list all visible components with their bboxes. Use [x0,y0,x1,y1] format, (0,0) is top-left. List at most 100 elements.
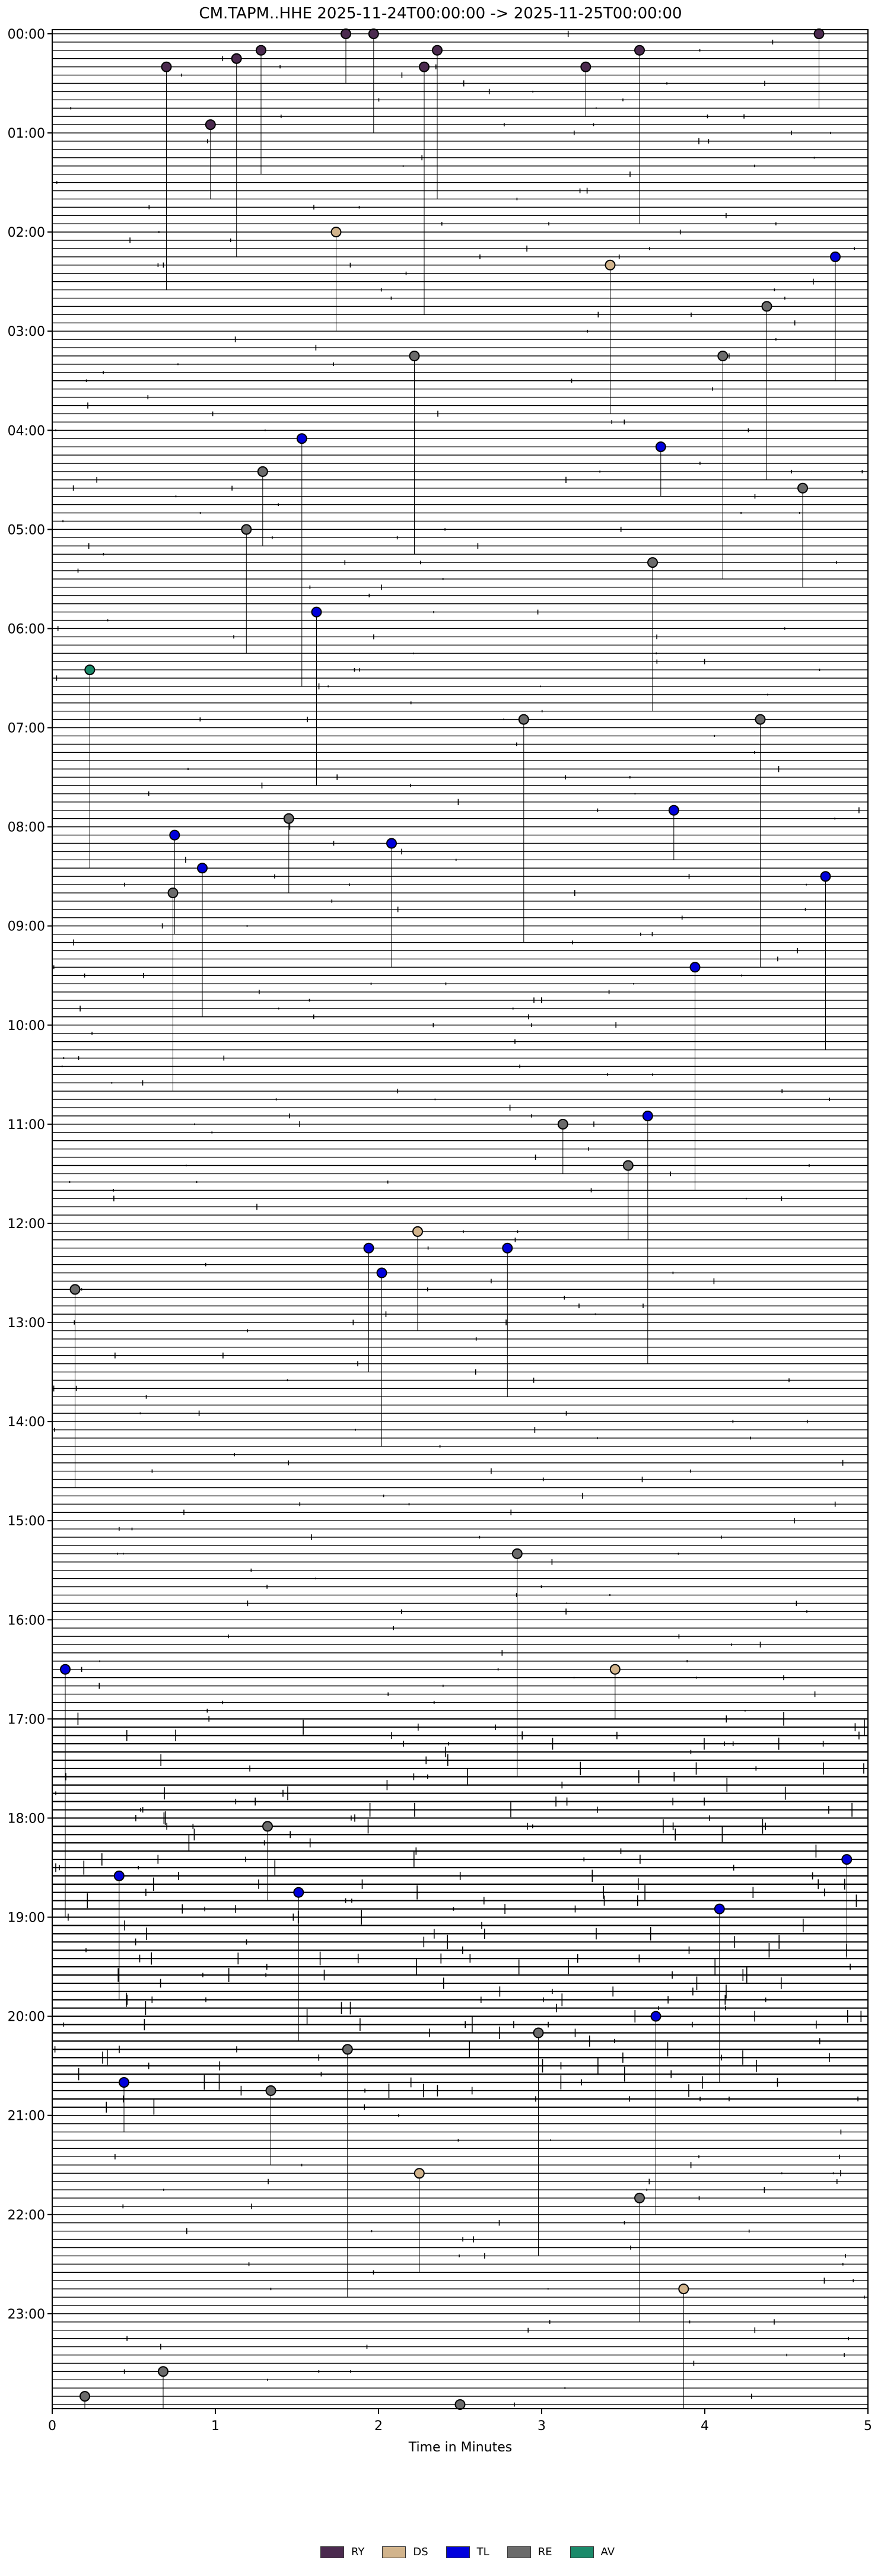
y-tick-label: 13:00 [8,1316,45,1331]
event-marker-re [257,466,268,477]
x-tick-label: 5 [864,2419,872,2434]
event-marker-ry [813,28,825,39]
event-marker-tl [386,838,397,849]
y-tick-label: 00:00 [8,27,45,42]
event-marker-re [342,2044,353,2055]
y-tick-label: 03:00 [8,325,45,339]
legend-swatch [446,2546,470,2558]
event-marker-re [409,351,420,361]
event-markers [60,28,853,2410]
event-marker-ds [609,1664,621,1675]
chart-title: CM.TAPM..HHE 2025-11-24T00:00:00 -> 2025… [199,5,682,23]
legend-swatch [507,2546,531,2558]
y-tick-label: 06:00 [8,622,45,637]
legend-label: AV [600,2546,615,2558]
y-tick-label: 04:00 [8,424,45,438]
event-marker-ry [634,44,645,56]
event-marker-ds [330,227,342,238]
y-tick-label: 12:00 [8,1217,45,1232]
legend-label: TL [476,2546,489,2558]
event-marker-ry [580,61,591,72]
event-marker-tl [689,962,701,973]
event-marker-tl [820,871,831,882]
event-marker-re [167,888,179,898]
event-marker-re [755,714,766,725]
legend-label: RE [537,2546,552,2558]
y-tick-label: 15:00 [8,1514,45,1529]
x-tick-label: 4 [701,2419,709,2434]
y-tick-label: 19:00 [8,1911,45,1926]
event-marker-ry [231,53,242,64]
legend-item-ds: DS [382,2546,428,2558]
x-tick-label: 3 [537,2419,546,2434]
event-marker-tl [502,1242,513,1254]
event-marker-re [518,714,529,725]
legend: RY DS TL RE AV [320,2546,615,2558]
seismic-traces [52,30,868,2407]
y-tick-label: 14:00 [8,1415,45,1430]
event-marker-re [241,524,252,535]
event-marker-ds [414,2168,425,2179]
event-marker-tl [655,441,666,453]
event-marker-tl [830,251,841,262]
y-tick-label: 05:00 [8,523,45,538]
legend-swatch [320,2546,344,2558]
legend-swatch [382,2546,406,2558]
event-marker-re [158,2366,168,2377]
event-marker-re [634,2192,645,2203]
event-marker-ry [161,61,172,72]
legend-swatch [570,2546,594,2558]
y-tick-label: 16:00 [8,1613,45,1628]
y-tick-label: 08:00 [8,820,45,835]
y-tick-label: 01:00 [8,126,45,141]
legend-item-ry: RY [320,2546,364,2558]
event-marker-re [797,482,808,494]
event-marker-ry [432,44,443,56]
x-tick-label: 2 [374,2419,383,2434]
event-marker-ry [368,28,379,39]
y-tick-label: 17:00 [8,1712,45,1727]
y-tick-label: 23:00 [8,2307,45,2322]
event-marker-re [511,1548,523,1559]
event-marker-ds [678,2284,689,2295]
event-marker-re [69,1284,81,1295]
event-marker-tl [714,1903,725,1914]
event-marker-tl [363,1242,374,1254]
event-marker-re [761,301,772,312]
event-marker-ry [341,28,351,39]
event-marker-tl [119,2077,129,2088]
event-marker-re [79,2391,90,2402]
y-tick-label: 22:00 [8,2208,45,2223]
event-marker-tl [650,2011,661,2022]
event-marker-re [262,1821,273,1832]
event-marker-tl [311,606,322,618]
event-marker-tl [376,1267,387,1279]
legend-item-tl: TL [446,2546,489,2558]
event-marker-tl [60,1664,71,1675]
y-tick-label: 18:00 [8,1811,45,1826]
event-marker-re [283,813,294,824]
event-marker-tl [668,804,679,816]
event-marker-ry [256,44,266,56]
legend-item-av: AV [570,2546,615,2558]
y-tick-label: 02:00 [8,225,45,240]
event-marker-re [454,2399,466,2410]
event-marker-ds [605,259,616,271]
legend-label: RY [351,2546,365,2558]
event-marker-tl [169,829,180,841]
event-marker-tl [293,1887,304,1898]
legend-label: DS [413,2546,428,2558]
event-marker-re [647,557,658,568]
event-marker-tl [841,1854,853,1865]
y-tick-label: 09:00 [8,920,45,934]
y-tick-label: 20:00 [8,2010,45,2025]
y-tick-label: 10:00 [8,1019,45,1033]
event-marker-ds [412,1226,423,1237]
event-marker-ry [419,61,430,72]
x-tick-label: 0 [48,2419,56,2434]
event-marker-ry [205,119,216,131]
x-axis-label: Time in Minutes [408,2440,513,2455]
plot-frame [52,29,869,2409]
axes: 00:00 01:00 02:00 03:00 04:00 05:00 06:00 07:00… [8,27,872,2434]
event-marker-tl [296,433,307,444]
